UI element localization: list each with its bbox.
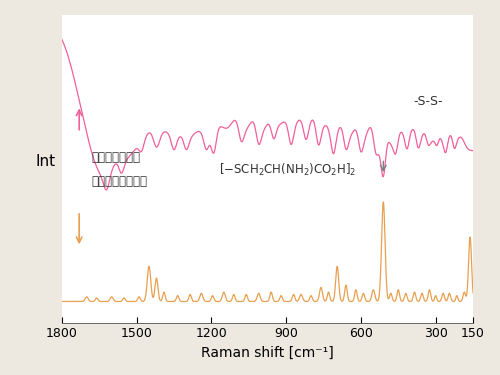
Text: 赤外スペクトル: 赤外スペクトル	[92, 151, 140, 164]
Text: $\mathregular{[-SCH_2CH(NH_2)CO_2H]_2}$: $\mathregular{[-SCH_2CH(NH_2)CO_2H]_2}$	[219, 162, 356, 178]
Text: -S-S-: -S-S-	[413, 96, 442, 108]
Text: ラマンスペクトル: ラマンスペクトル	[92, 176, 148, 188]
X-axis label: Raman shift [cm⁻¹]: Raman shift [cm⁻¹]	[201, 346, 334, 360]
Y-axis label: Int: Int	[35, 154, 55, 169]
